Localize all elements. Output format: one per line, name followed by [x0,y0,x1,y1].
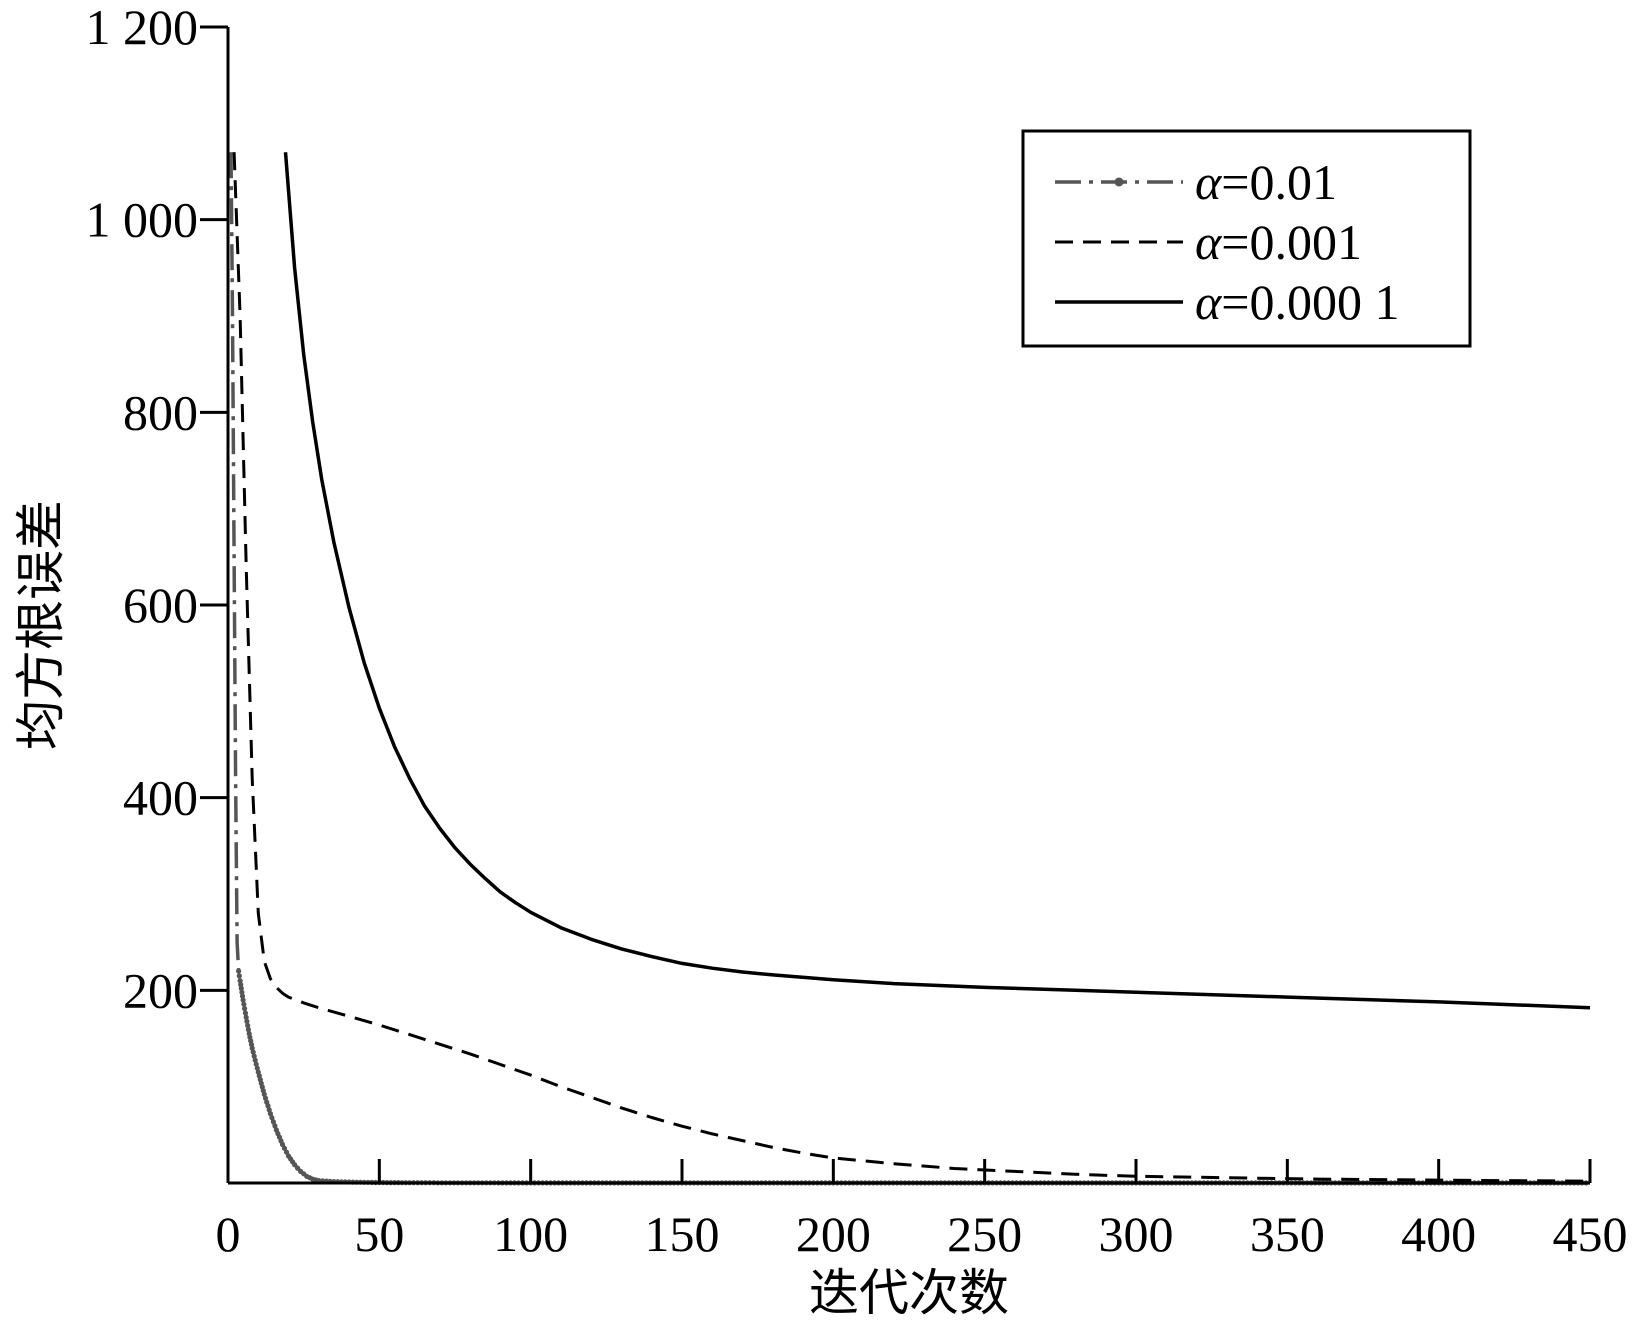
series-1-marker [245,1027,251,1033]
x-tick-label: 100 [493,1206,568,1262]
y-tick-label: 1 200 [86,0,199,55]
series-1-marker [251,1053,257,1059]
y-axis-ticks: 200 400 600 800 1 000 1 200 [86,0,228,1018]
x-tick-label: 450 [1553,1206,1628,1262]
series-1-marker [249,1045,255,1051]
y-tick-label: 400 [123,770,198,826]
x-axis-ticks: 0 50 100 150 200 250 300 350 400 450 [216,1159,1628,1262]
y-tick-label: 200 [123,962,198,1018]
series-1-marker [270,1119,276,1125]
series-1-marker [245,1022,251,1029]
series-1-marker [241,1001,247,1007]
x-tick-label: 150 [645,1206,720,1262]
y-tick-label: 1 000 [86,192,199,248]
legend-box [1021,129,1472,348]
series-1-marker [250,1049,256,1055]
x-tick-label: 400 [1401,1206,1476,1262]
series-1-marker [267,1111,273,1117]
series-1-marker [240,997,246,1003]
y-tick-label: 800 [123,384,198,440]
series-1-marker [237,978,243,984]
x-tick-label: 350 [1250,1206,1325,1262]
x-tick-label: 250 [947,1206,1022,1262]
series-1-marker [254,1065,260,1071]
series-1-marker [239,993,246,999]
series-line-3 [283,152,1591,1010]
series-line-2 [232,152,1591,1183]
x-tick-label: 0 [216,1206,241,1262]
series-1-marker [236,968,242,974]
series-1-marker [238,985,244,992]
x-tick-label: 200 [796,1206,871,1262]
series-1-marker [243,1014,249,1020]
x-tick-label: 300 [1099,1206,1174,1262]
series-1-marker [262,1095,269,1101]
legend-label-3: α=0.000 1 [1195,274,1399,330]
series-1-marker [265,1103,271,1109]
series-1-marker [269,1115,275,1121]
legend-label-2: α=0.001 [1195,214,1362,270]
series-1-marker [292,1162,298,1168]
legend-label-1: α=0.01 [1195,154,1337,210]
x-tick-label: 50 [354,1206,404,1262]
series-1-marker [244,1018,250,1024]
series-1-marker [253,1061,259,1067]
series-1-marker [252,1057,258,1063]
series-1-marker [272,1123,278,1129]
y-tick-label: 600 [123,577,198,633]
series-1-marker [281,1145,288,1151]
series-1-marker [236,973,242,979]
y-axis-title: 均方根误差 [12,500,70,750]
x-axis-title: 迭代次数 [809,1264,1009,1322]
series-1-marker [295,1165,301,1171]
legend-swatch-marker [1114,177,1124,187]
series-1-marker [242,1006,248,1012]
series-1-marker [242,1010,248,1016]
